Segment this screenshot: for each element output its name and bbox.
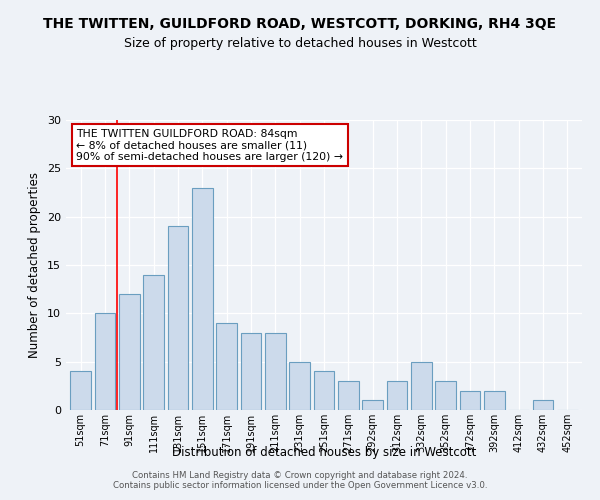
Bar bbox=[167, 226, 188, 410]
Y-axis label: Number of detached properties: Number of detached properties bbox=[28, 172, 41, 358]
Bar bbox=[70, 372, 91, 410]
Bar bbox=[143, 274, 164, 410]
Bar bbox=[338, 381, 359, 410]
Bar bbox=[216, 323, 237, 410]
Bar bbox=[460, 390, 481, 410]
Bar bbox=[411, 362, 432, 410]
Bar bbox=[314, 372, 334, 410]
Bar bbox=[533, 400, 553, 410]
Text: Distribution of detached houses by size in Westcott: Distribution of detached houses by size … bbox=[172, 446, 476, 459]
Text: Contains HM Land Registry data © Crown copyright and database right 2024.
Contai: Contains HM Land Registry data © Crown c… bbox=[113, 470, 487, 490]
Bar bbox=[436, 381, 456, 410]
Text: THE TWITTEN GUILDFORD ROAD: 84sqm
← 8% of detached houses are smaller (11)
90% o: THE TWITTEN GUILDFORD ROAD: 84sqm ← 8% o… bbox=[76, 128, 343, 162]
Text: Size of property relative to detached houses in Westcott: Size of property relative to detached ho… bbox=[124, 38, 476, 51]
Bar bbox=[241, 332, 262, 410]
Bar bbox=[484, 390, 505, 410]
Bar bbox=[119, 294, 140, 410]
Bar bbox=[192, 188, 212, 410]
Bar bbox=[362, 400, 383, 410]
Bar bbox=[289, 362, 310, 410]
Text: THE TWITTEN, GUILDFORD ROAD, WESTCOTT, DORKING, RH4 3QE: THE TWITTEN, GUILDFORD ROAD, WESTCOTT, D… bbox=[43, 18, 557, 32]
Bar bbox=[386, 381, 407, 410]
Bar bbox=[265, 332, 286, 410]
Bar bbox=[95, 314, 115, 410]
